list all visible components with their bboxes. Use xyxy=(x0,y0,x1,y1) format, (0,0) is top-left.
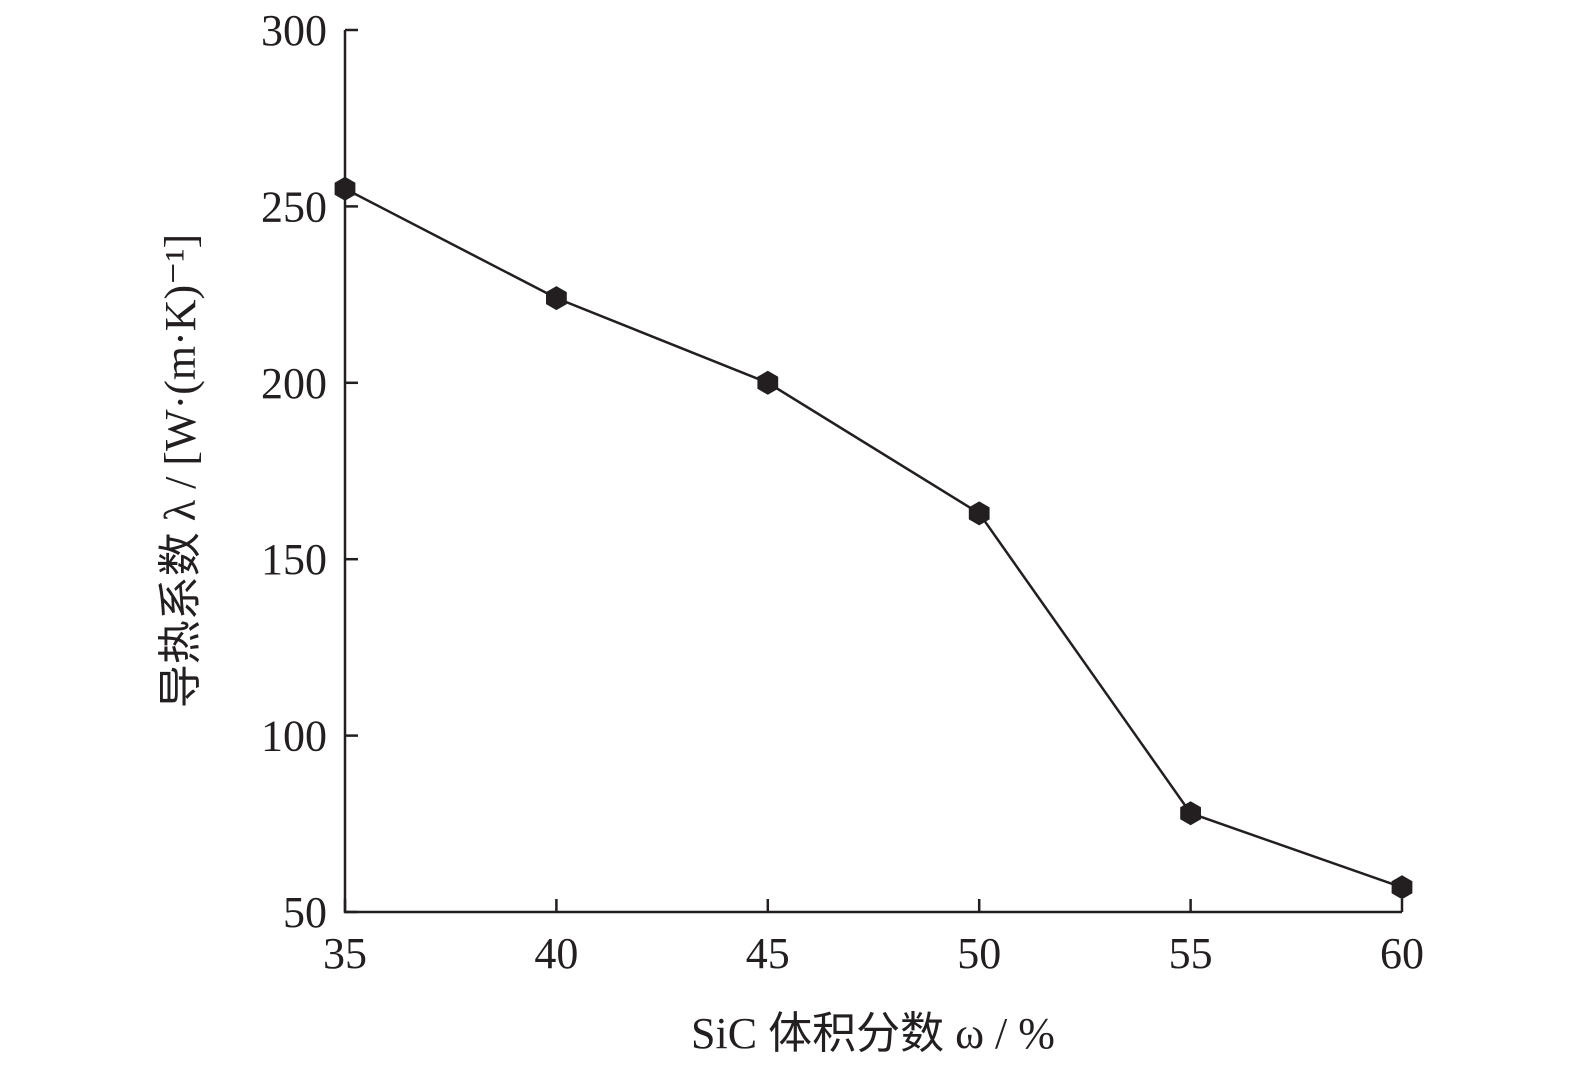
x-tick-label: 35 xyxy=(323,929,367,978)
x-tick-label: 40 xyxy=(534,929,578,978)
data-point-marker xyxy=(968,501,990,526)
series-line xyxy=(344,187,1403,889)
x-axis-title: SiC 体积分数 ω / % xyxy=(691,1009,1055,1058)
x-tick-label: 60 xyxy=(1380,929,1424,978)
axes xyxy=(343,30,1402,914)
y-tick-label: 50 xyxy=(283,888,327,937)
x-tick-label: 55 xyxy=(1169,929,1213,978)
y-tick-label: 250 xyxy=(261,182,327,231)
y-tick-label: 200 xyxy=(261,359,327,408)
data-point-marker xyxy=(546,286,567,311)
tick-group: 50 100 150 200 250 300 35 40 45 50 55 60 xyxy=(261,6,1424,978)
axes-frame xyxy=(343,30,1402,914)
y-tick-label: 300 xyxy=(261,6,327,55)
y-axis-title: 导热系数 λ / [W·(m·K)⁻¹] xyxy=(156,234,205,708)
data-point-marker xyxy=(757,370,779,395)
data-point-marker xyxy=(1391,875,1413,900)
y-tick-label: 150 xyxy=(261,535,327,584)
y-tick-label: 100 xyxy=(261,712,327,761)
data-point-marker xyxy=(1180,801,1201,826)
data-point-marker xyxy=(334,176,356,201)
x-tick-label: 50 xyxy=(957,929,1001,978)
x-tick-label: 45 xyxy=(746,929,790,978)
plot-area xyxy=(334,176,1413,900)
